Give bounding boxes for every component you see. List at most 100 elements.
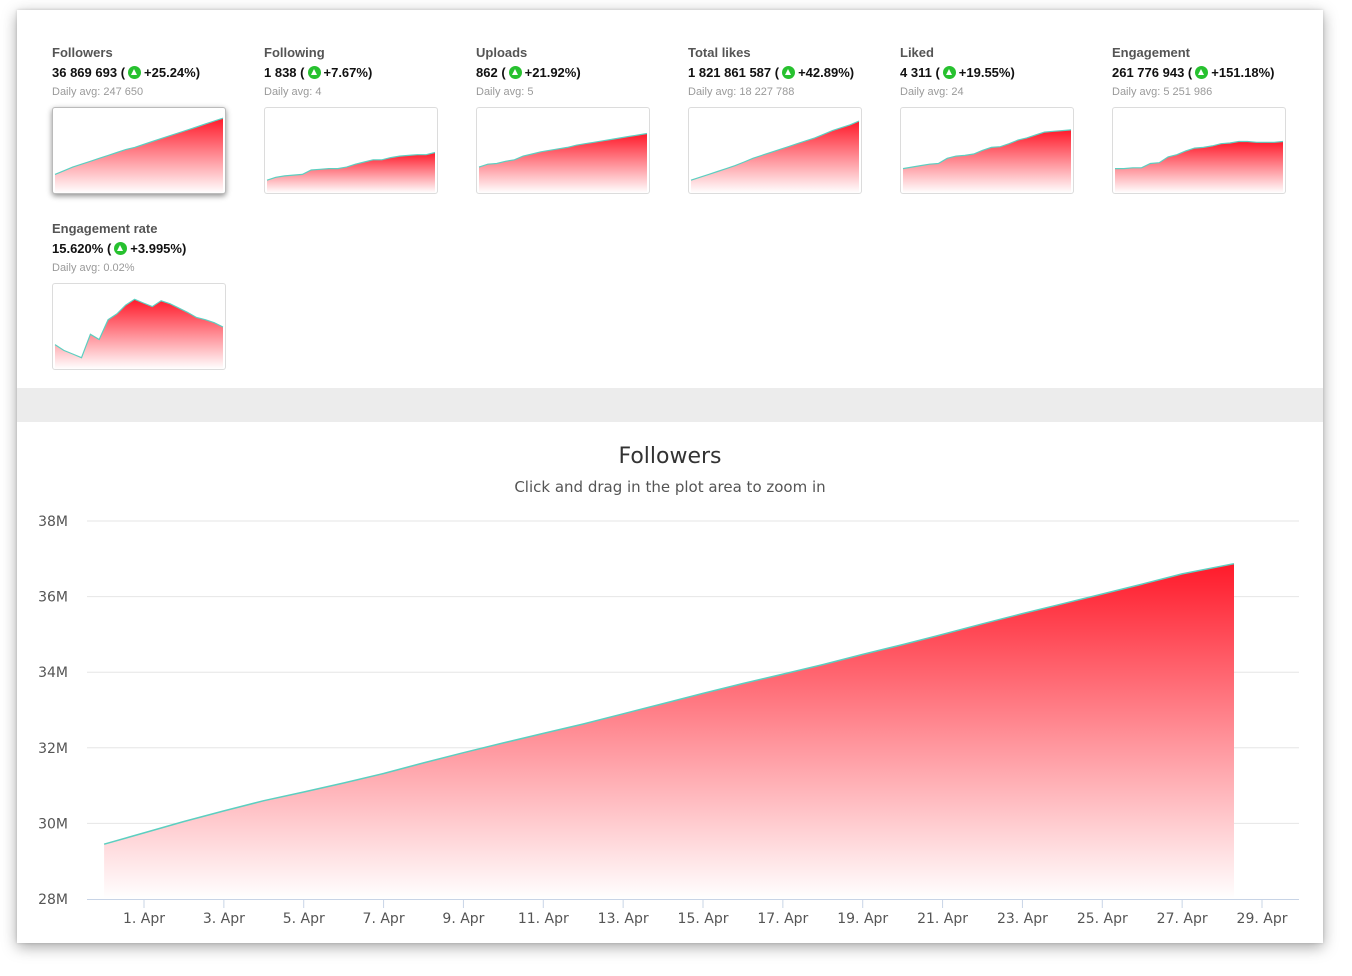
stat-value: 36 869 693 bbox=[52, 65, 118, 80]
paren-open: ( bbox=[931, 65, 940, 80]
y-tick-label: 30M bbox=[38, 816, 68, 832]
x-tick-label: 9. Apr bbox=[442, 911, 484, 927]
paren-open: ( bbox=[1184, 65, 1193, 80]
arrow-up-icon bbox=[508, 66, 522, 79]
arrow-up-icon bbox=[1195, 66, 1209, 79]
paren-close: ) bbox=[849, 65, 855, 80]
sparkline-thumbnail[interactable] bbox=[688, 107, 862, 194]
paren-open: ( bbox=[103, 241, 112, 256]
sparkline-thumbnail[interactable] bbox=[264, 107, 438, 194]
x-tick-label: 7. Apr bbox=[363, 911, 405, 927]
stat-daily-avg: Daily avg: 24 bbox=[900, 86, 964, 98]
followers-chart[interactable]: Followers Click and drag in the plot are… bbox=[17, 422, 1323, 943]
sparkline-chart bbox=[266, 151, 436, 193]
paren-open: ( bbox=[497, 65, 506, 80]
y-tick-label: 38M bbox=[38, 514, 68, 530]
stat-card[interactable]: Uploads 862 (+21.92%) Daily avg: 5 bbox=[476, 18, 676, 194]
stat-value: 261 776 943 bbox=[1112, 65, 1185, 80]
sparkline-thumbnail[interactable] bbox=[900, 107, 1074, 194]
stat-daily-avg: Daily avg: 5 bbox=[476, 86, 534, 98]
y-tick-label: 28M bbox=[38, 892, 68, 908]
stat-label: Followers bbox=[52, 45, 113, 60]
stat-card[interactable]: Following 1 838 (+7.67%) Daily avg: 4 bbox=[264, 18, 464, 194]
stat-change: +42.89% bbox=[798, 65, 850, 80]
stat-card[interactable]: Engagement rate 15.620% ( +3.995%) Daily av… bbox=[52, 194, 252, 370]
chart-plot-area[interactable]: 28M 30M 32M 34M 36M 38M 1. Apr 3. Apr 5. Apr 7. A… bbox=[17, 422, 1323, 943]
sparkline-thumbnail[interactable] bbox=[1112, 107, 1286, 194]
sparkline-thumbnail[interactable] bbox=[476, 107, 650, 194]
paren-open: ( bbox=[117, 65, 126, 80]
stat-card[interactable]: Total likes 1 821 861 587 (+42.89%) Daily … bbox=[688, 18, 888, 194]
sparkline-line bbox=[54, 298, 224, 359]
stat-change: +25.24% bbox=[144, 65, 196, 80]
stat-card[interactable]: Engagement 261 776 943 (+151.18%) Daily av… bbox=[1112, 18, 1312, 194]
stat-value: 862 bbox=[476, 65, 498, 80]
x-tick-label: 3. Apr bbox=[203, 911, 245, 927]
stat-value-line: 4 311 ( +19.55%) bbox=[900, 65, 1015, 80]
paren-close: ) bbox=[576, 65, 581, 80]
sparkline-line bbox=[266, 151, 436, 181]
stat-value-line: 36 869 693 ( +25.24%) bbox=[52, 65, 200, 80]
sparkline-line bbox=[478, 132, 648, 168]
arrow-up-icon bbox=[128, 66, 142, 79]
y-tick-label: 32M bbox=[38, 741, 68, 757]
sparkline-line bbox=[1115, 140, 1284, 170]
arrow-up-icon bbox=[782, 66, 796, 79]
arrow-up-icon bbox=[114, 242, 128, 255]
stat-value: 1 821 861 587 bbox=[688, 65, 772, 80]
series-area[interactable] bbox=[104, 563, 1235, 899]
stat-value-line: 15.620% ( +3.995%) bbox=[52, 241, 186, 256]
x-tick-label: 29. Apr bbox=[1237, 911, 1288, 927]
stat-card[interactable]: Followers 36 869 693 (+25.24%) Daily avg: … bbox=[52, 18, 252, 194]
stat-change: +3.995% bbox=[130, 241, 182, 256]
stat-value: 4 311 bbox=[900, 65, 932, 80]
x-tick-label: 15. Apr bbox=[678, 911, 729, 927]
paren-close: ) bbox=[195, 65, 201, 80]
sparkline-line bbox=[902, 129, 1072, 170]
sparkline-chart bbox=[690, 120, 860, 193]
stat-daily-avg: Daily avg: 4 bbox=[264, 86, 322, 98]
stat-change: +7.67% bbox=[323, 65, 368, 80]
y-tick-label: 36M bbox=[38, 590, 68, 606]
sparkline-area bbox=[267, 152, 435, 193]
stat-label: Engagement bbox=[1112, 45, 1191, 60]
stat-label: Engagement rate bbox=[52, 221, 158, 236]
section-divider bbox=[17, 388, 1323, 422]
stat-card[interactable]: Liked 4 311 ( +19.55%) Daily avg: 24 bbox=[900, 18, 1100, 194]
paren-close: ) bbox=[181, 241, 187, 256]
chart-title: Followers bbox=[618, 444, 722, 469]
stat-label: Following bbox=[264, 45, 325, 60]
stat-value: 15.620% bbox=[52, 241, 104, 256]
sparkline-thumbnail[interactable] bbox=[52, 107, 226, 194]
x-tick-label: 11. Apr bbox=[518, 911, 569, 927]
sparkline-chart bbox=[478, 132, 648, 193]
stat-change: +151.18% bbox=[1211, 65, 1271, 80]
paren-close: ) bbox=[1010, 65, 1015, 80]
x-tick-label: 1. Apr bbox=[123, 911, 165, 927]
series-line[interactable] bbox=[103, 562, 1235, 845]
paren-close: ) bbox=[1270, 65, 1275, 80]
x-tick-label: 19. Apr bbox=[837, 911, 888, 927]
stat-label: Uploads bbox=[476, 45, 528, 60]
x-tick-label: 17. Apr bbox=[757, 911, 808, 927]
sparkline-chart bbox=[902, 129, 1072, 193]
sparkline-chart bbox=[1115, 140, 1284, 193]
sparkline-area bbox=[1115, 141, 1283, 193]
sparkline-thumbnail[interactable] bbox=[52, 283, 226, 370]
stat-value: 1 838 bbox=[264, 65, 297, 80]
stat-daily-avg: Daily avg: 0.02% bbox=[52, 262, 135, 274]
stats-grid: Followers 36 869 693 ( +25.24%) Daily avg: … bbox=[17, 10, 1323, 388]
stat-value-line: 261 776 943 ( +151.18%) bbox=[1112, 65, 1275, 80]
stat-value-line: 1 821 861 587 (+42.89%) bbox=[688, 65, 854, 80]
sparkline-area bbox=[55, 118, 223, 193]
x-tick-label: 27. Apr bbox=[1157, 911, 1208, 927]
sparkline-line bbox=[54, 117, 224, 175]
sparkline-area bbox=[479, 133, 647, 193]
stat-value-line: 862 (+21.92%) bbox=[476, 65, 581, 80]
x-tick-label: 5. Apr bbox=[283, 911, 325, 927]
stat-label: Liked bbox=[900, 45, 934, 60]
stat-change: +19.55% bbox=[958, 65, 1011, 80]
sparkline-chart bbox=[54, 117, 224, 193]
app-window: Followers 36 869 693 ( +25.24%) Daily avg: … bbox=[17, 10, 1323, 943]
x-tick-label: 21. Apr bbox=[917, 911, 968, 927]
